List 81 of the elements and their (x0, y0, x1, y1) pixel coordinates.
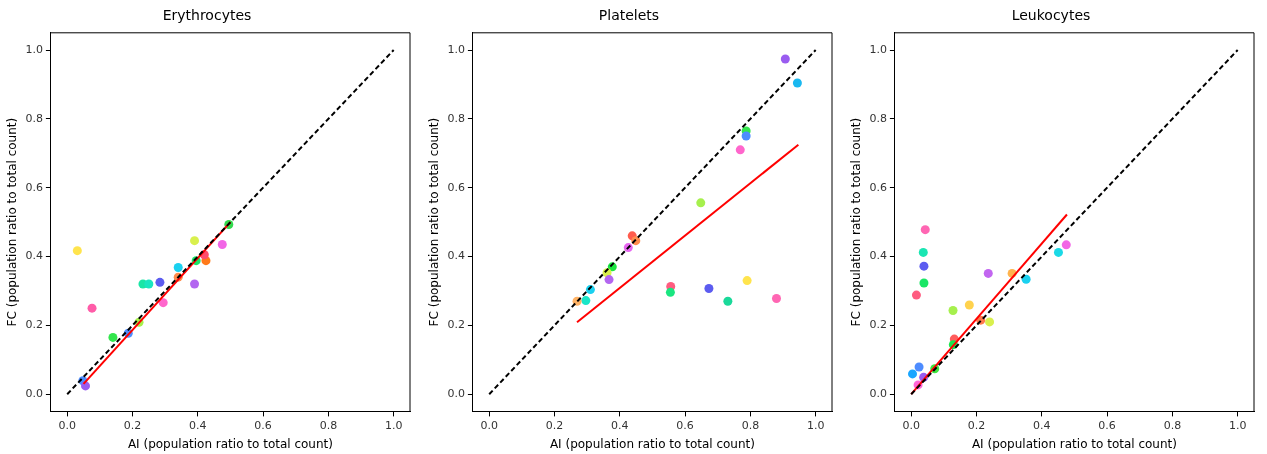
x-axis-title: AI (population ratio to total count) (549, 436, 755, 451)
x-tick-label: 0.0 (58, 418, 76, 432)
y-tick-label: 0.2 (869, 318, 887, 332)
point (792, 78, 802, 88)
point (983, 268, 993, 278)
point (920, 225, 930, 235)
x-tick-label: 0.8 (319, 418, 338, 432)
point (742, 276, 752, 286)
point (1061, 240, 1071, 250)
point (908, 369, 918, 379)
point (144, 279, 154, 289)
y-tick-label: 0.2 (25, 318, 43, 332)
point (964, 300, 974, 310)
point (190, 279, 200, 289)
x-tick-label: 0.2 (545, 418, 564, 432)
point (704, 284, 714, 294)
y-tick-label: 0.8 (25, 111, 43, 125)
x-tick-label: 0.0 (902, 418, 920, 432)
point (108, 332, 118, 342)
x-tick-label: 1.0 (1228, 418, 1247, 432)
point (190, 236, 200, 246)
point (155, 277, 165, 287)
point (919, 261, 929, 271)
y-tick-label: 0.4 (869, 249, 887, 263)
point (919, 278, 929, 288)
y-tick-label: 0.4 (447, 249, 465, 263)
point (948, 306, 958, 316)
y-tick-label: 0.0 (25, 387, 43, 401)
y-tick-label: 1.0 (25, 42, 43, 56)
chart-title: Leukocytes (1011, 7, 1091, 24)
x-tick-label: 0.6 (1098, 418, 1116, 432)
y-axis-title: FC (population ratio to total count) (427, 117, 442, 327)
x-tick-label: 0.4 (189, 418, 207, 432)
point (914, 362, 924, 372)
x-tick-label: 1.0 (806, 418, 825, 432)
x-tick-label: 0.6 (254, 418, 272, 432)
point (581, 296, 591, 306)
point (604, 275, 614, 285)
x-tick-label: 0.8 (1163, 418, 1182, 432)
x-tick-label: 0.8 (741, 418, 760, 432)
point (173, 263, 183, 273)
point (217, 239, 227, 249)
point (780, 54, 790, 64)
point (1053, 247, 1063, 257)
x-axis-title: AI (population ratio to total count) (127, 436, 333, 451)
point (918, 247, 928, 257)
y-tick-label: 0.8 (447, 111, 465, 125)
y-tick-label: 0.0 (447, 387, 465, 401)
chart-title: Erythrocytes (162, 7, 252, 24)
x-tick-label: 0.2 (967, 418, 986, 432)
y-tick-label: 0.2 (447, 318, 465, 332)
point (723, 296, 733, 306)
point (665, 287, 675, 297)
y-axis-title: FC (population ratio to total count) (5, 117, 20, 327)
x-tick-label: 0.4 (611, 418, 629, 432)
point (772, 294, 781, 304)
y-tick-label: 0.6 (25, 180, 43, 194)
x-tick-label: 0.6 (676, 418, 694, 432)
y-tick-label: 0.6 (869, 180, 887, 194)
y-tick-label: 0.4 (25, 249, 43, 263)
point (72, 246, 82, 256)
x-tick-label: 0.2 (123, 418, 142, 432)
point (696, 198, 706, 208)
point (911, 290, 921, 300)
chart-title: Platelets (598, 7, 660, 24)
point (87, 303, 97, 313)
point (158, 298, 168, 308)
x-tick-label: 0.0 (480, 418, 498, 432)
y-axis-title: FC (population ratio to total count) (849, 117, 864, 327)
point (735, 145, 745, 155)
y-tick-label: 0.0 (869, 387, 887, 401)
y-tick-label: 1.0 (869, 42, 887, 56)
x-axis-title: AI (population ratio to total count) (971, 436, 1177, 451)
point (741, 131, 751, 141)
y-tick-label: 0.8 (869, 111, 887, 125)
point (985, 317, 995, 327)
x-tick-label: 0.4 (1033, 418, 1051, 432)
point (1021, 274, 1031, 284)
y-tick-label: 1.0 (447, 42, 465, 56)
y-tick-label: 0.6 (447, 180, 465, 194)
x-tick-label: 1.0 (384, 418, 403, 432)
